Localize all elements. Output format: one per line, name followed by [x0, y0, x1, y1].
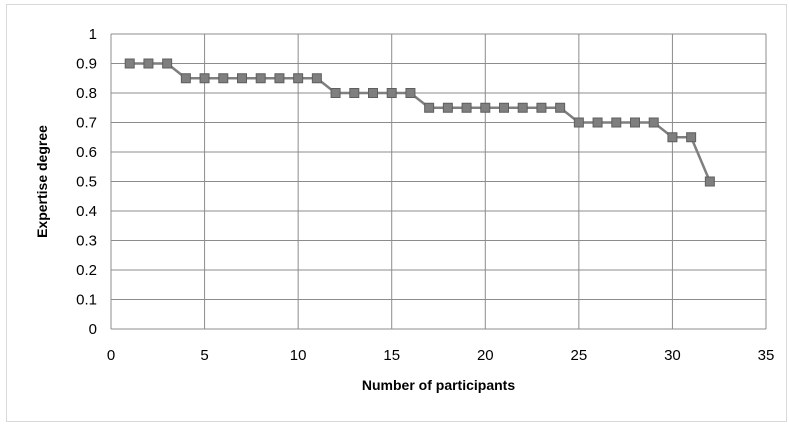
data-point-marker	[480, 102, 491, 113]
data-point-marker	[611, 117, 622, 128]
data-point-marker	[143, 58, 154, 69]
data-point-marker	[555, 102, 566, 113]
y-tick-labels: 0 0.1 0.2 0.3 0.4 0.5 0.6 0.7 0.8 0.9 1	[76, 26, 97, 338]
x-tick-label: 10	[290, 347, 307, 364]
chart-frame: 0 0.1 0.2 0.3 0.4 0.5 0.6 0.7 0.8 0.9 1 0 5 10 15 20 25…	[6, 4, 787, 422]
y-tick-label: 0.6	[76, 144, 97, 161]
data-point-marker	[237, 73, 247, 84]
data-point-marker	[442, 102, 453, 113]
y-tick-label: 0.1	[76, 292, 97, 309]
data-point-marker	[368, 88, 378, 98]
data-point-marker	[686, 132, 697, 143]
line-chart: 0 0.1 0.2 0.3 0.4 0.5 0.6 0.7 0.8 0.9 1 0 5 10 15 20 25…	[34, 26, 775, 393]
data-point-marker	[218, 73, 229, 84]
y-tick-label: 0	[89, 321, 97, 338]
y-tick-label: 0.8	[76, 85, 97, 102]
y-tick-label: 0.4	[76, 203, 97, 220]
data-point-marker	[293, 73, 304, 84]
x-tick-label: 20	[477, 347, 494, 364]
data-point-marker	[499, 102, 509, 113]
data-point-marker	[311, 73, 322, 84]
x-tick-label: 35	[758, 347, 775, 364]
x-tick-labels: 0 5 10 15 20 25 30 35	[107, 347, 775, 364]
series-expertise	[124, 58, 715, 187]
y-tick-label: 0.7	[76, 115, 97, 132]
data-point-marker	[667, 132, 678, 143]
data-point-marker	[517, 102, 528, 113]
y-tick-label: 0.3	[76, 233, 97, 250]
y-tick-label: 0.2	[76, 262, 97, 279]
data-point-marker	[349, 88, 360, 98]
data-point-marker	[124, 58, 135, 69]
x-tick-label: 0	[107, 347, 115, 364]
x-tick-label: 5	[200, 347, 208, 364]
x-tick-label: 15	[383, 347, 400, 364]
x-tick-label: 30	[664, 347, 681, 364]
data-point-marker	[536, 102, 547, 113]
data-point-marker	[704, 176, 715, 187]
y-tick-label: 0.9	[76, 56, 97, 73]
data-point-marker	[162, 58, 173, 69]
data-point-marker	[630, 117, 640, 128]
data-point-marker	[592, 117, 603, 128]
x-axis-title: Number of participants	[362, 377, 515, 393]
x-tick-label: 25	[571, 347, 588, 364]
data-point-marker	[255, 73, 266, 84]
data-point-marker	[461, 102, 472, 113]
data-point-marker	[386, 88, 397, 98]
y-tick-label: 1	[89, 26, 97, 43]
y-tick-label: 0.5	[76, 174, 97, 191]
y-axis-title: Expertise degree	[34, 125, 50, 238]
data-point-marker	[405, 88, 416, 98]
data-point-marker	[330, 88, 341, 98]
data-point-marker	[199, 73, 210, 84]
data-point-marker	[180, 73, 191, 84]
axes	[110, 34, 766, 330]
data-point-marker	[424, 102, 435, 113]
data-point-marker	[274, 73, 285, 84]
data-point-marker	[573, 117, 584, 128]
data-point-marker	[648, 117, 659, 128]
